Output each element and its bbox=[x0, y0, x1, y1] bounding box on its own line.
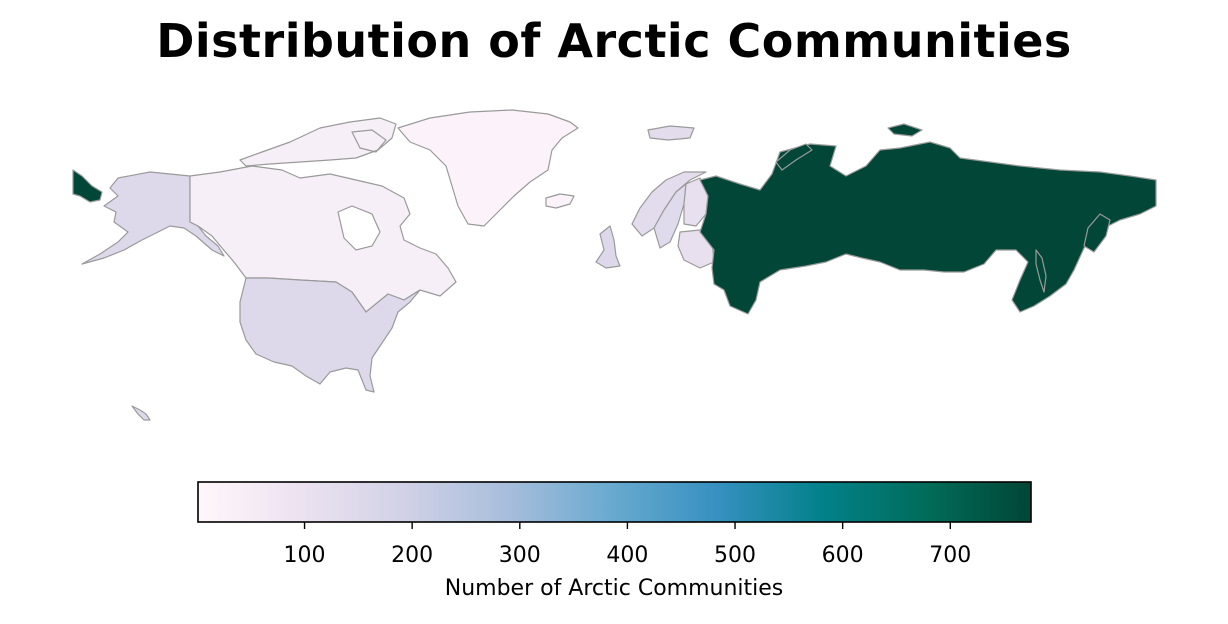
region-novaya-zemlya bbox=[775, 143, 813, 171]
colorbar-ticks: 100 200 300 400 500 600 700 bbox=[284, 522, 971, 568]
colorbar-tick-label: 600 bbox=[822, 543, 864, 568]
colorbar-tick-label: 100 bbox=[284, 543, 326, 568]
region-usa bbox=[239, 277, 421, 393]
region-sakhalin bbox=[1035, 249, 1047, 293]
colorbar: 100 200 300 400 500 600 700 bbox=[197, 481, 1032, 568]
colorbar-gradient bbox=[197, 481, 1032, 523]
colorbar-label: Number of Arctic Communities bbox=[444, 576, 784, 601]
colorbar-tick-label: 400 bbox=[606, 543, 648, 568]
region-hawaii bbox=[131, 405, 151, 421]
hudson-bay bbox=[337, 205, 381, 251]
region-norway bbox=[631, 171, 707, 237]
colorbar-tick-label: 200 bbox=[391, 543, 433, 568]
region-kamchatka bbox=[1083, 213, 1111, 253]
region-svalbard bbox=[647, 125, 695, 141]
map-title: Distribution of Arctic Communities bbox=[156, 14, 1072, 68]
region-russia-west-tip bbox=[72, 169, 103, 203]
region-greenland bbox=[397, 109, 579, 227]
region-iceland bbox=[545, 193, 575, 209]
colorbar-tick-label: 300 bbox=[499, 543, 541, 568]
countries-layer bbox=[72, 109, 1157, 421]
region-canada bbox=[189, 117, 457, 313]
colorbar-tick-label: 700 bbox=[929, 543, 971, 568]
region-uk bbox=[595, 225, 621, 269]
colorbar-tick-label: 500 bbox=[714, 543, 756, 568]
region-russia-islands bbox=[887, 123, 923, 137]
